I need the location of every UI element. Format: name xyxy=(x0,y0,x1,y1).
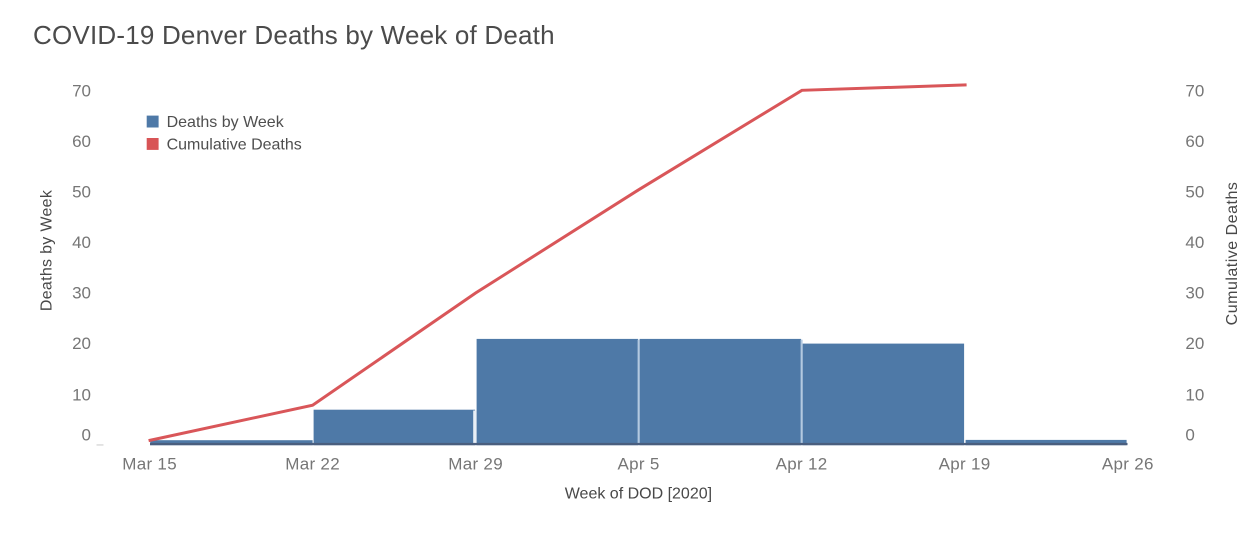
svg-text:30: 30 xyxy=(1185,284,1204,303)
svg-text:70: 70 xyxy=(1185,82,1204,101)
svg-text:Week of DOD [2020]: Week of DOD [2020] xyxy=(565,485,712,502)
svg-text:Apr 26: Apr 26 xyxy=(1102,454,1154,473)
svg-text:70: 70 xyxy=(72,82,91,101)
svg-text:20: 20 xyxy=(72,334,91,353)
svg-text:0: 0 xyxy=(1185,425,1194,444)
svg-text:40: 40 xyxy=(72,233,91,252)
svg-text:Cumulative Deaths: Cumulative Deaths xyxy=(167,137,302,154)
svg-text:10: 10 xyxy=(1185,385,1204,404)
svg-text:Mar 22: Mar 22 xyxy=(285,454,340,473)
svg-text:Cumulative Deaths: Cumulative Deaths xyxy=(1224,182,1241,326)
svg-text:60: 60 xyxy=(72,132,91,151)
svg-text:40: 40 xyxy=(1185,233,1204,252)
svg-text:Deaths by Week: Deaths by Week xyxy=(38,189,55,311)
svg-text:Mar 29: Mar 29 xyxy=(448,454,503,473)
svg-text:20: 20 xyxy=(1185,334,1204,353)
svg-text:60: 60 xyxy=(1185,132,1204,151)
svg-text:30: 30 xyxy=(72,284,91,303)
svg-text:Mar 15: Mar 15 xyxy=(122,454,177,473)
svg-text:COVID-19 Denver Deaths by Week: COVID-19 Denver Deaths by Week of Death xyxy=(33,20,555,50)
svg-text:0: 0 xyxy=(82,425,91,444)
svg-text:50: 50 xyxy=(1185,183,1204,202)
svg-text:Apr 19: Apr 19 xyxy=(939,454,991,473)
svg-text:10: 10 xyxy=(72,385,91,404)
svg-text:Deaths by Week: Deaths by Week xyxy=(167,114,285,131)
svg-text:Apr 12: Apr 12 xyxy=(776,454,828,473)
svg-text:50: 50 xyxy=(72,183,91,202)
svg-text:Apr 5: Apr 5 xyxy=(618,454,660,473)
